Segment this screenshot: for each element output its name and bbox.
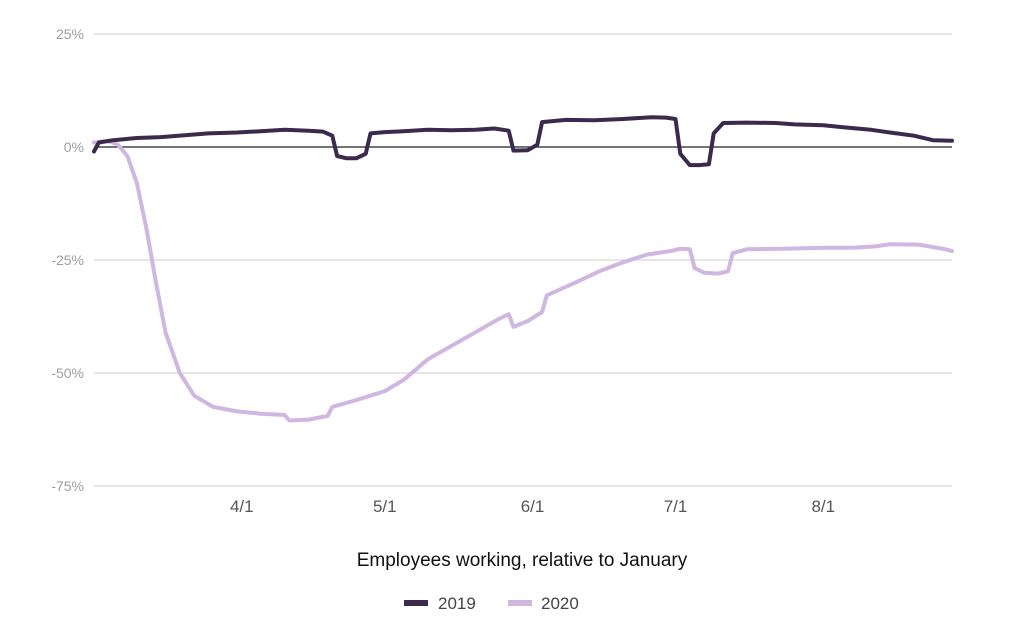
- x-tick-label: 5/1: [373, 497, 397, 516]
- y-tick-label: 0%: [64, 139, 84, 155]
- x-tick-label: 8/1: [811, 497, 835, 516]
- legend: 2019 2020: [404, 594, 579, 613]
- series-lines: [92, 115, 954, 423]
- legend-swatch-2020: [508, 600, 532, 606]
- y-tick-label: -25%: [51, 252, 84, 268]
- series-line-2019: [92, 115, 954, 168]
- y-axis-ticks: 25% 0% -25% -50% -75%: [51, 26, 84, 494]
- x-axis-label: Employees working, relative to January: [357, 550, 688, 571]
- y-tick-label: -50%: [51, 365, 84, 381]
- gridlines: [94, 33, 952, 487]
- legend-swatch-2019: [404, 600, 428, 606]
- series-line-2020: [92, 139, 954, 423]
- legend-label-2020: 2020: [541, 594, 579, 613]
- y-tick-label: -75%: [51, 478, 84, 494]
- x-axis-ticks: 4/1 5/1 6/1 7/1 8/1: [230, 497, 835, 516]
- x-tick-label: 7/1: [664, 497, 688, 516]
- y-tick-label: 25%: [56, 26, 84, 42]
- legend-label-2019: 2019: [438, 594, 476, 613]
- x-tick-label: 4/1: [230, 497, 254, 516]
- x-tick-label: 6/1: [521, 497, 545, 516]
